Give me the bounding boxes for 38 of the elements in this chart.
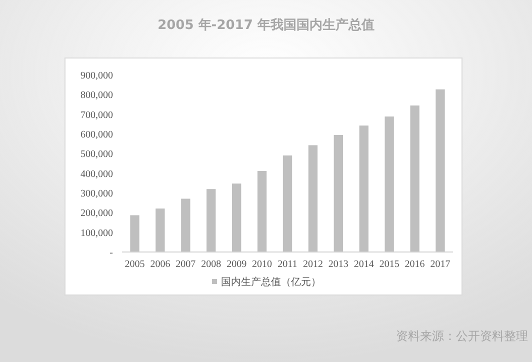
x-tick-label: 2012 bbox=[302, 259, 323, 270]
bar bbox=[359, 126, 368, 252]
x-tick-label: 2017 bbox=[430, 259, 450, 270]
x-tick-label: 2010 bbox=[252, 259, 272, 270]
y-tick-label: 600,000 bbox=[80, 130, 113, 140]
x-tick-label: 2011 bbox=[278, 259, 298, 270]
x-tick-label: 2005 bbox=[124, 259, 145, 270]
bar bbox=[156, 208, 165, 252]
x-tick-label: 2016 bbox=[404, 259, 425, 270]
y-tick-label: 100,000 bbox=[80, 228, 113, 239]
bar bbox=[436, 89, 445, 252]
y-tick-label: 500,000 bbox=[80, 149, 113, 160]
bar bbox=[130, 215, 140, 252]
x-tick-label: 2015 bbox=[379, 259, 400, 270]
bar bbox=[282, 155, 292, 252]
bar bbox=[410, 105, 420, 252]
x-tick-label: 2013 bbox=[328, 259, 348, 270]
x-tick-label: 2014 bbox=[354, 259, 374, 270]
y-tick-label: 400,000 bbox=[80, 168, 113, 180]
chart-title: 2005 年-2017 年我国国内生产总值 bbox=[158, 17, 374, 33]
bar bbox=[334, 134, 344, 252]
bar bbox=[257, 170, 267, 252]
bar bbox=[384, 116, 394, 252]
y-tick-label: 900,000 bbox=[80, 70, 113, 82]
bar bbox=[232, 184, 242, 252]
x-tick-label: 2008 bbox=[201, 259, 222, 270]
x-tick-label: 2007 bbox=[176, 259, 196, 270]
y-tick-label: 800,000 bbox=[80, 90, 113, 102]
bar bbox=[308, 145, 318, 252]
x-tick-label: 2009 bbox=[226, 259, 247, 270]
y-tick-label: 300,000 bbox=[80, 188, 113, 200]
y-tick-label: 200,000 bbox=[80, 208, 113, 220]
y-tick-label: 700,000 bbox=[80, 110, 113, 121]
legend-label: 国内生产总值（亿元） bbox=[221, 276, 321, 288]
bar bbox=[206, 189, 216, 252]
x-tick-label: 2006 bbox=[150, 259, 170, 270]
bar bbox=[181, 198, 190, 252]
y-tick-label: - bbox=[110, 248, 113, 258]
